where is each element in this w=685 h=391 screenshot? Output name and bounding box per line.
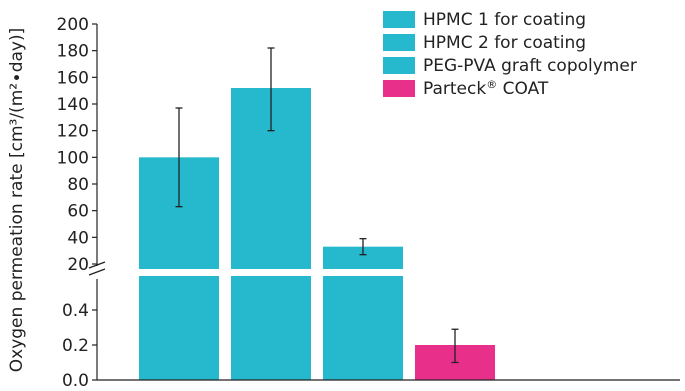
y-axis-label: Oxygen permeation rate [cm³/(m²∙day)] xyxy=(7,28,27,372)
y-tick-label-upper-1: 40 xyxy=(67,228,89,248)
y-tick-label-lower-2: 0.4 xyxy=(62,301,89,321)
y-tick-label-upper-2: 60 xyxy=(67,202,89,222)
y-tick-label-upper-4: 100 xyxy=(57,148,89,168)
y-tick-label-lower-0: 0.0 xyxy=(62,371,89,391)
legend-label-1: HPMC 1 for coating xyxy=(423,10,586,30)
y-tick-label-upper-7: 160 xyxy=(57,68,89,88)
legend-swatch-1 xyxy=(383,11,415,28)
y-tick-label-upper-5: 120 xyxy=(57,122,89,142)
legend-swatch-2 xyxy=(383,34,415,51)
legend-swatch-4 xyxy=(383,80,415,97)
bar-lower-2 xyxy=(231,276,311,380)
y-tick-label-upper-0: 20 xyxy=(67,255,89,275)
y-tick-label-upper-8: 180 xyxy=(57,42,89,62)
legend-label-2: HPMC 2 for coating xyxy=(423,33,586,53)
y-tick-label-upper-9: 200 xyxy=(57,15,89,35)
y-tick-label-lower-1: 0.2 xyxy=(62,336,89,356)
bar-lower-3 xyxy=(323,276,403,380)
bar-lower-1 xyxy=(139,276,219,380)
legend-label-3: PEG-PVA graft copolymer xyxy=(423,56,637,76)
error-bars-layer xyxy=(175,47,459,364)
y-tick-label-upper-3: 80 xyxy=(67,175,89,195)
bar-upper-3 xyxy=(323,246,403,269)
bars-layer xyxy=(139,88,495,380)
legend: HPMC 1 for coating HPMC 2 for coating PEG-… xyxy=(383,10,637,99)
legend-swatch-3 xyxy=(383,57,415,74)
y-tick-label-upper-6: 140 xyxy=(57,95,89,115)
legend-label-4: Parteck® COAT xyxy=(423,78,549,99)
axis-break-mark xyxy=(88,261,106,276)
y-axis: 20 40 60 80 100 120 140 160 180 200 0.0 0.2 0.4 xyxy=(57,15,680,391)
